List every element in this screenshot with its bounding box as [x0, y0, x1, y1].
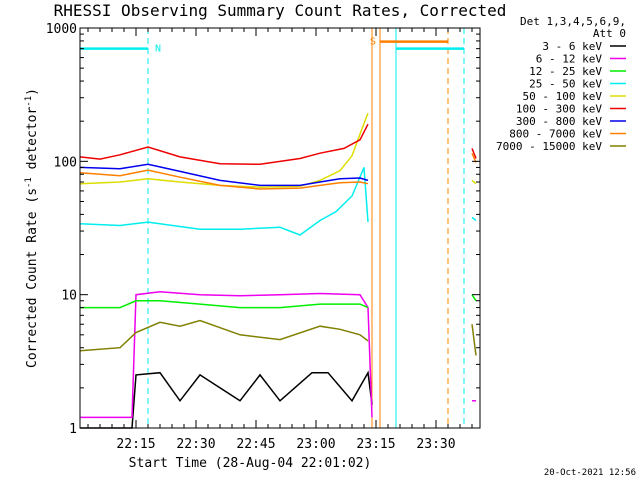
- series-line-6: [79, 163, 369, 187]
- flag-label-1: S: [370, 37, 376, 48]
- flag-label-0: N: [155, 44, 161, 55]
- y-axis-label-sup-2: -1: [24, 96, 34, 107]
- footer-timestamp: 20-Oct-2021 12:56: [544, 468, 636, 478]
- y-tick-label-0: 1: [69, 422, 77, 437]
- x-tick-label-2: 22:45: [236, 437, 275, 452]
- y-axis-label-main: Corrected Count Rate (s: [25, 188, 40, 368]
- series-line-2: [80, 300, 369, 309]
- y-axis-label-close: ): [25, 88, 40, 96]
- legend-label-6: 300 - 800 keV: [516, 115, 602, 128]
- y-axis: 1 10 100 1000: [46, 22, 480, 437]
- legend-label-0: 3 - 6 keV: [542, 40, 602, 53]
- series-line-1: [80, 291, 373, 419]
- legend-label-2: 12 - 25 keV: [529, 65, 602, 78]
- legend-label-8: 7000 - 15000 keV: [496, 140, 602, 153]
- legend-label-4: 50 - 100 keV: [523, 90, 603, 103]
- x-tick-label-1: 22:30: [176, 437, 215, 452]
- post-gap-line-0: [471, 148, 477, 159]
- plot-area: NS: [79, 28, 477, 429]
- x-tick-label-0: 22:15: [116, 437, 155, 452]
- y-axis-label-tail: detector: [25, 107, 40, 178]
- y-tick-label-1: 10: [61, 289, 77, 304]
- series-line-7: [79, 169, 369, 190]
- y-axis-label-sup: -1: [24, 177, 34, 188]
- legend-header-line-2: Att 0: [593, 27, 626, 40]
- post-gap-line-5: [471, 324, 477, 356]
- post-gap-line-4: [471, 294, 477, 302]
- series-line-5: [79, 123, 369, 166]
- series-line-3: [79, 167, 369, 236]
- x-tick-label-5: 23:30: [416, 437, 455, 452]
- x-tick-label-4: 23:15: [356, 437, 395, 452]
- series-line-0: [80, 370, 373, 429]
- post-gap-line-3: [471, 216, 477, 222]
- series-line-8: [79, 319, 369, 352]
- y-axis-label: Corrected Count Rate (s-1 detector-1): [24, 88, 40, 368]
- legend-label-7: 800 - 7000 keV: [509, 128, 602, 141]
- series-line-4: [79, 112, 369, 188]
- x-tick-label-3: 23:00: [296, 437, 335, 452]
- x-axis-label: Start Time (28-Aug-04 22:01:02): [129, 456, 372, 471]
- y-tick-label-3: 1000: [46, 22, 77, 37]
- post-gap-line-2: [471, 179, 477, 185]
- x-axis: 22:15 22:30 22:45 23:00 23:15 23:30: [87, 28, 473, 452]
- legend-label-1: 6 - 12 keV: [536, 53, 603, 66]
- y-tick-label-2: 100: [54, 155, 77, 170]
- chart-title: RHESSI Observing Summary Count Rates, Co…: [54, 1, 507, 20]
- legend-header-line-1: Det 1,3,4,5,6,9,: [520, 15, 626, 28]
- legend-label-3: 25 - 50 keV: [529, 78, 602, 91]
- legend-label-5: 100 - 300 keV: [516, 103, 602, 116]
